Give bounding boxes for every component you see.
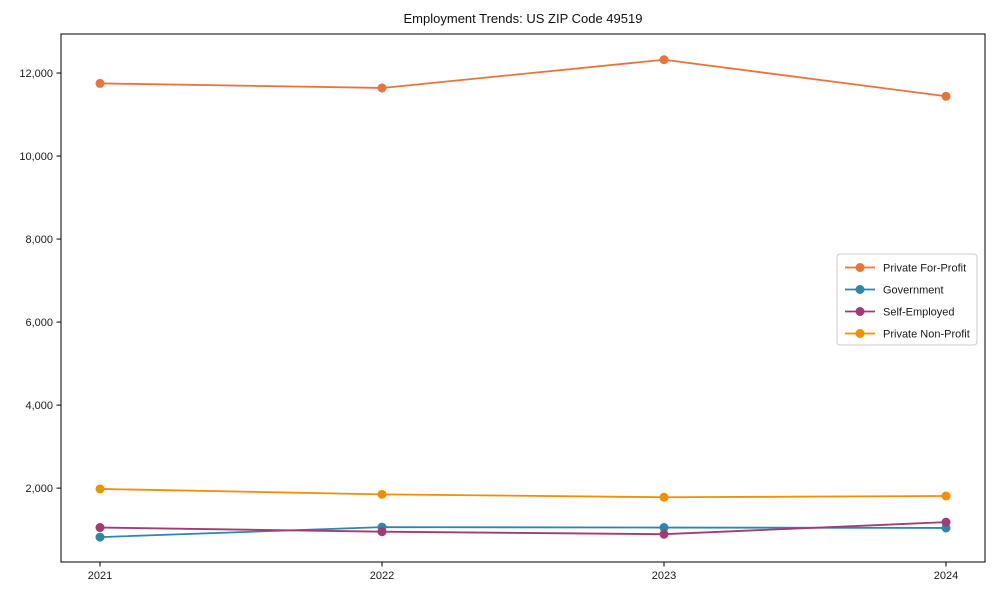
legend-item-government: Government [845,284,944,296]
x-tick-label: 2022 [370,570,394,582]
chart-title: Employment Trends: US ZIP Code 49519 [403,11,643,26]
legend-label: Private For-Profit [883,262,966,274]
series-line-private-for-profit [99,58,947,98]
legend-label: Government [883,284,944,296]
data-point-self-employed [941,517,951,527]
y-tick-label: 4,000 [25,400,53,412]
legend-marker [855,263,865,272]
legend-marker [855,307,865,316]
data-point-self-employed [377,527,387,537]
data-point-private-for-profit [377,83,387,93]
data-point-self-employed [95,523,105,533]
data-point-private-non-profit [941,491,951,501]
legend: Private For-Profit Government Self-Employe… [836,253,978,346]
legend-item-private-for-profit: Private For-Profit [845,262,966,274]
series-line-private-non-profit [99,488,947,499]
y-tick-label: 8,000 [25,234,53,246]
data-point-private-non-profit [95,484,105,494]
data-point-private-non-profit [659,492,669,502]
data-point-private-for-profit [941,91,951,101]
y-tick-label: 10,000 [19,151,53,163]
legend-marker [855,285,865,294]
series-line-self-employed [99,521,947,536]
legend-box [836,253,978,346]
legend-marker [855,329,865,338]
y-tick-label: 6,000 [25,317,53,329]
x-tick-label: 2023 [652,570,676,582]
data-point-government [95,532,105,542]
data-point-private-non-profit [377,489,387,499]
y-tick-label: 12,000 [19,68,53,80]
legend-item-private-non-profit: Private Non-Profit [845,328,970,340]
x-tick-label: 2024 [934,570,958,582]
data-point-government [659,523,669,533]
data-point-self-employed [659,529,669,539]
plot-area [60,33,986,563]
data-point-private-for-profit [95,78,105,88]
legend-label: Self-Employed [883,306,955,318]
legend-label: Private Non-Profit [883,328,970,340]
y-tick-label: 2,000 [25,483,53,495]
legend-item-self-employed: Self-Employed [845,306,955,318]
x-tick-label: 2021 [88,570,112,582]
data-point-private-for-profit [659,55,669,65]
